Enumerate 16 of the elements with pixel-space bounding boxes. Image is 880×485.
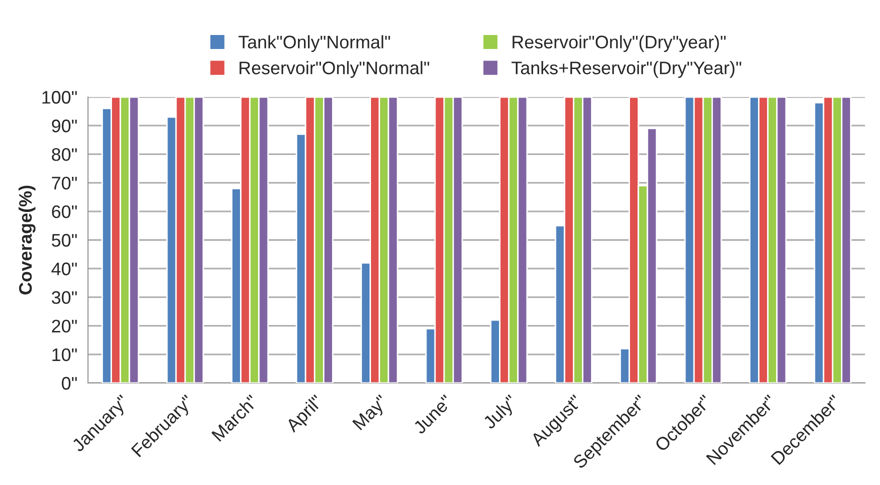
y-tick-label: 10" [52, 348, 77, 362]
legend-label: Reservoir"Only"(Dry"year)" [512, 35, 726, 52]
y-tick-label: 60" [52, 205, 77, 218]
y-tick-label: 90" [52, 120, 77, 132]
y-tick-label: 20" [52, 320, 77, 333]
legend-label: Tank"Only"Normal" [238, 35, 390, 52]
y-tick-label: 100" [42, 90, 77, 104]
y-axis-title: Coverage(%) [18, 186, 36, 294]
legend-label: Tanks+Reservoir"(Dry"Year)" [512, 61, 742, 78]
y-tick-label: 70" [52, 176, 77, 190]
y-tick-label: 50" [52, 234, 77, 247]
y-tick-label: 40" [52, 262, 77, 276]
y-tick-label: 80" [52, 148, 77, 161]
y-tick-label: 30" [52, 291, 77, 304]
legend-label: Reservoir"Only"Normal" [240, 61, 430, 78]
y-tick-label: 0" [62, 376, 77, 390]
